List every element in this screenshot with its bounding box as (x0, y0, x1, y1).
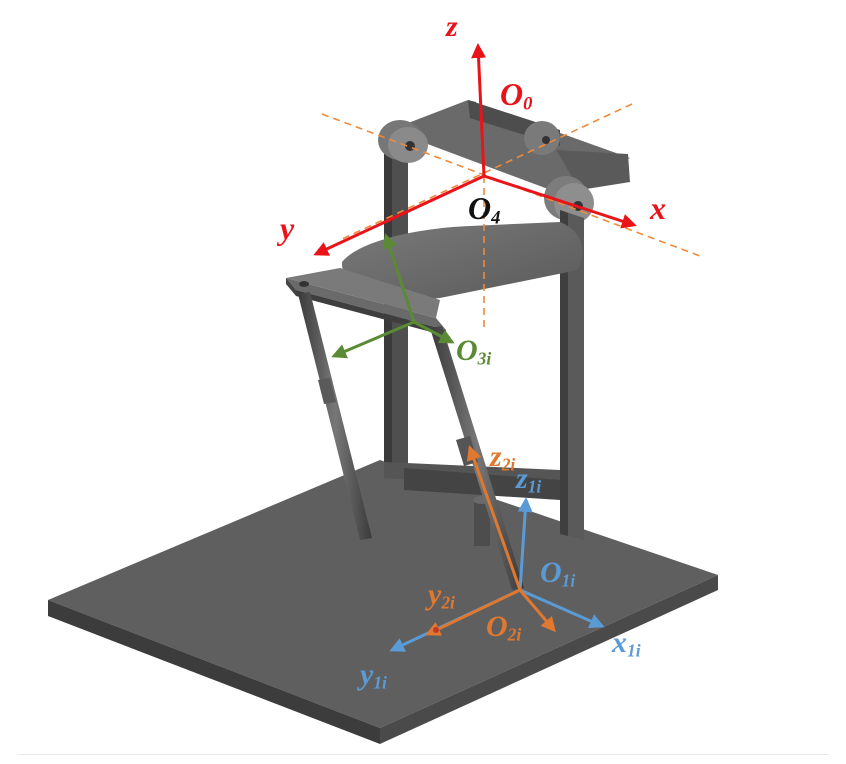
label-z1i-main: z (516, 462, 528, 495)
bottom-divider (18, 754, 828, 755)
pivot-block-back (524, 121, 560, 155)
label-x: x (650, 192, 666, 224)
label-O2i: O2i (486, 612, 521, 644)
label-z2i-sub: 2i (502, 454, 516, 474)
leg-joint-dot (433, 627, 439, 633)
label-O4-sub: 4 (491, 208, 500, 229)
label-O4-main: O (468, 190, 491, 226)
label-O3i-main: O (456, 334, 478, 367)
label-y: y (280, 212, 294, 244)
label-z2i-main: z (490, 440, 502, 473)
label-O2i-sub: 2i (508, 624, 522, 644)
label-O1i-sub: 1i (562, 570, 576, 590)
label-x1i: x1i (612, 628, 641, 660)
label-O3i: O3i (456, 336, 491, 368)
label-z2i: z2i (490, 442, 515, 474)
label-O3i-sub: 3i (478, 348, 492, 368)
base-plate (48, 460, 718, 744)
label-z: z (446, 12, 458, 42)
label-O0: O0 (500, 78, 532, 114)
label-y1i: y1i (360, 660, 387, 692)
label-x1i-sub: 1i (627, 640, 641, 660)
label-O0-sub: 0 (523, 94, 532, 115)
label-z1i: z1i (516, 464, 541, 496)
label-y2i-sub: 2i (441, 592, 455, 612)
label-y1i-main: y (360, 658, 373, 691)
label-O4: O4 (468, 192, 500, 228)
label-x1i-main: x (612, 626, 627, 659)
label-O0-main: O (500, 76, 523, 112)
label-y1i-sub: 1i (373, 672, 387, 692)
label-y2i: y2i (428, 580, 455, 612)
label-z1i-sub: 1i (528, 476, 542, 496)
label-O1i-main: O (540, 556, 562, 589)
label-O1i: O1i (540, 558, 575, 590)
moving-platform (286, 222, 582, 336)
label-O2i-main: O (486, 610, 508, 643)
label-y2i-main: y (428, 578, 441, 611)
